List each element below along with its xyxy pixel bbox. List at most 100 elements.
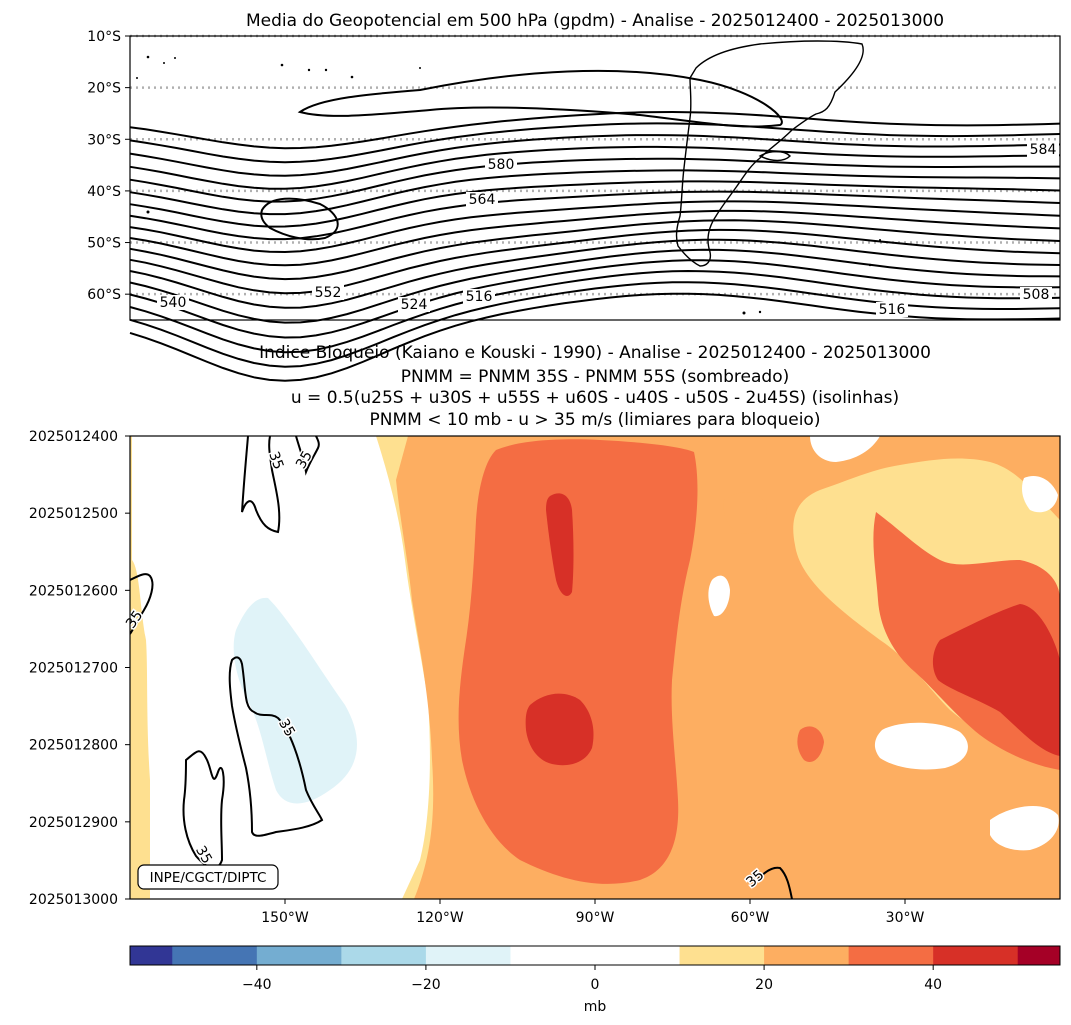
colorbar-segment bbox=[425, 946, 511, 965]
contour-label-bg bbox=[157, 295, 189, 310]
coastline-south-america bbox=[675, 40, 864, 267]
colorbar-tick-label: 0 bbox=[591, 977, 600, 993]
contour-label: 540 bbox=[160, 295, 187, 311]
region-red-core-2 bbox=[525, 693, 594, 766]
watermark-frame bbox=[137, 864, 279, 890]
contour-line-cutoff bbox=[260, 197, 339, 241]
contour-label-bg bbox=[312, 285, 344, 300]
contour-line bbox=[129, 122, 1061, 164]
u35-isoline-5 bbox=[228, 656, 324, 837]
contour-label-bg bbox=[876, 302, 908, 317]
contour-label: 580 bbox=[488, 157, 515, 173]
colorbar-segment bbox=[341, 946, 427, 965]
contour-line bbox=[129, 110, 1061, 150]
colorbar-segment bbox=[1017, 946, 1061, 965]
y-tick-label: 2025012600 bbox=[29, 583, 118, 599]
colorbar: −40 −20 0 20 40 bbox=[129, 945, 1061, 993]
contour-label-bg bbox=[466, 192, 498, 207]
colorbar-segment bbox=[764, 946, 850, 965]
x-tick-label: 60°W bbox=[731, 910, 770, 926]
u35-isoline-4 bbox=[182, 750, 225, 869]
contour-line bbox=[129, 145, 1061, 190]
white-hole-4 bbox=[990, 805, 1059, 851]
white-hole-3 bbox=[874, 722, 968, 770]
contour-label-bg bbox=[485, 157, 517, 172]
contour-label: 552 bbox=[315, 285, 342, 301]
red-orange-patch-1 bbox=[797, 726, 824, 762]
y-tick-label: 2025013000 bbox=[29, 892, 118, 908]
watermark-text: INPE/CGCT/DIPTC bbox=[150, 870, 267, 886]
colorbar-label: mb bbox=[584, 999, 607, 1015]
contour-line bbox=[129, 157, 1060, 203]
white-hole-1 bbox=[810, 436, 880, 462]
x-tick-label: 150°W bbox=[261, 910, 309, 926]
top-chart-title: Media do Geopotencial em 500 hPa (gpdm) … bbox=[246, 11, 944, 31]
white-hole-5 bbox=[1022, 475, 1058, 513]
colorbar-segment bbox=[130, 946, 173, 965]
top-frame bbox=[129, 35, 1061, 321]
y-tick-label: 2025012700 bbox=[29, 661, 118, 677]
top-map-panel: 580 584 564 552 540 524 516 516 508 10°S 20°S 30°S… bbox=[87, 29, 1061, 382]
y-tick-label: 50°S bbox=[87, 236, 121, 252]
y-tick-label: 2025012400 bbox=[29, 429, 118, 445]
x-tick-label: 30°W bbox=[886, 910, 925, 926]
contour-label: 508 bbox=[1023, 287, 1050, 303]
contour-label-bg bbox=[398, 297, 430, 312]
u35-isoline-3 bbox=[130, 573, 154, 635]
colorbar-tick-label: 40 bbox=[924, 977, 942, 993]
colorbar-segment bbox=[256, 946, 342, 965]
bottom-y-axis: 2025012400 2025012500 2025012600 2025012700… bbox=[29, 429, 130, 908]
contour-label-bg bbox=[1020, 287, 1052, 302]
bottom-title-line-4: PNMM < 10 mb - u > 35 m/s (limiares para… bbox=[370, 410, 821, 430]
y-tick-label: 10°S bbox=[87, 29, 121, 45]
region-light-blue bbox=[233, 597, 357, 804]
y-tick-label: 2025012800 bbox=[29, 738, 118, 754]
contour-label: 516 bbox=[879, 302, 906, 318]
contour-line bbox=[129, 228, 1061, 295]
x-tick-label: 120°W bbox=[416, 910, 464, 926]
u35-isoline-1 bbox=[241, 436, 281, 534]
u35-isoline-2 bbox=[295, 436, 320, 476]
contour-line bbox=[129, 259, 1061, 339]
colorbar-segment bbox=[510, 946, 681, 965]
y-tick-label: 2025012900 bbox=[29, 815, 118, 831]
white-hole-2 bbox=[708, 575, 730, 617]
colorbar-segment bbox=[848, 946, 934, 965]
contour-line bbox=[129, 169, 1061, 216]
region-red-core-1 bbox=[546, 493, 574, 596]
u35-isoline-6 bbox=[751, 866, 793, 899]
contour-line bbox=[129, 219, 1061, 281]
top-plot-area bbox=[130, 36, 1060, 320]
contour-label: 524 bbox=[401, 297, 428, 313]
y-tick-label: 60°S bbox=[87, 287, 121, 303]
watermark-box: INPE/CGCT/DIPTC bbox=[137, 864, 279, 890]
contour-labels: 580 584 564 552 540 524 516 516 508 bbox=[157, 142, 1059, 318]
contour-line bbox=[129, 134, 1061, 177]
top-y-axis: 10°S 20°S 30°S 40°S 50°S 60°S bbox=[87, 29, 130, 303]
contour-line bbox=[129, 190, 1061, 241]
contour-label-bg bbox=[463, 289, 495, 304]
region-red-core-3 bbox=[932, 604, 1060, 756]
colorbar-segment bbox=[679, 946, 765, 965]
contour-label: 564 bbox=[469, 192, 496, 208]
bottom-x-axis: 150°W 120°W 90°W 60°W 30°W bbox=[261, 899, 924, 926]
contour-line bbox=[129, 180, 1061, 228]
bottom-chart-title: Indice Bloqueio (Kaiano e Kouski - 1990)… bbox=[259, 343, 931, 430]
contour-line bbox=[129, 248, 1061, 324]
region-red-orange-central bbox=[458, 439, 698, 884]
contour-line bbox=[129, 238, 1061, 309]
colorbar-tick-label: −20 bbox=[411, 977, 441, 993]
blocking-index-heatmap bbox=[130, 436, 1060, 899]
contour-line-closed-high bbox=[297, 69, 783, 128]
contour-line bbox=[129, 200, 1061, 254]
y-tick-label: 30°S bbox=[87, 132, 121, 148]
bottom-title-line-1: Indice Bloqueio (Kaiano e Kouski - 1990)… bbox=[259, 343, 931, 363]
contour-label: 584 bbox=[1030, 142, 1057, 158]
contour-line bbox=[129, 209, 1061, 267]
colorbar-segment bbox=[172, 946, 258, 965]
contour-line bbox=[129, 269, 1061, 354]
colorbar-segment bbox=[933, 946, 1019, 965]
x-tick-label: 90°W bbox=[576, 910, 615, 926]
y-tick-label: 2025012500 bbox=[29, 506, 118, 522]
